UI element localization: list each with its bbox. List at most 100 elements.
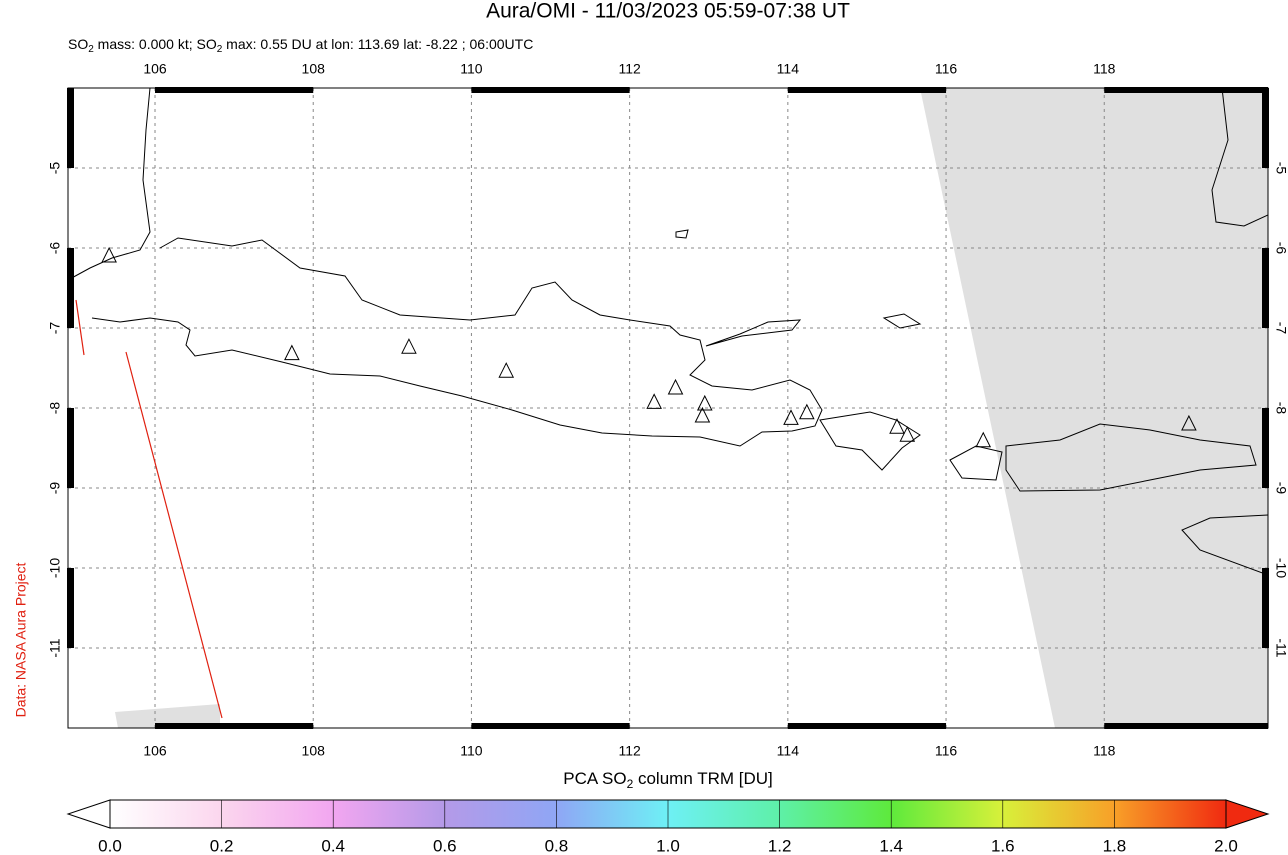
x-tick-label: 110 <box>460 743 483 759</box>
colorbar-label: PCA SO2 column TRM [DU] <box>563 769 773 791</box>
colorbar-tick-label: 0.0 <box>98 836 122 855</box>
colorbar-tick-label: 1.6 <box>991 836 1015 855</box>
title: Aura/OMI - 11/03/2023 05:59-07:38 UT <box>486 0 850 23</box>
x-tick-label: 118 <box>1093 743 1116 759</box>
colorbar-tick-label: 0.2 <box>210 836 234 855</box>
frame-bar <box>787 723 947 729</box>
coastline <box>819 411 921 471</box>
colorbar-label-part: PCA SO <box>563 769 626 788</box>
coastline <box>1211 88 1268 227</box>
coastline <box>882 313 922 329</box>
y-tick-label: -11 <box>1273 638 1288 657</box>
x-tick-label: 108 <box>302 61 326 77</box>
y-tick-label: -5 <box>1273 162 1288 175</box>
credit: Data: NASA Aura Project <box>13 562 29 717</box>
coastline <box>675 229 689 239</box>
y-tick-label: -10 <box>47 558 63 578</box>
volcano <box>401 338 417 354</box>
coastline <box>949 445 1003 481</box>
y-tick-label: -8 <box>47 402 63 415</box>
x-tick-label: 112 <box>618 61 641 77</box>
frame-bar <box>67 568 74 648</box>
y-tick-label: -11 <box>47 638 63 657</box>
no-data-region <box>115 704 220 728</box>
volcanoes <box>101 246 1197 448</box>
subtitle-sub: 2 <box>88 44 94 55</box>
frame-bar <box>1262 248 1269 328</box>
volcano <box>799 403 815 420</box>
subtitle-part: max: 0.55 DU at lon: 113.69 lat: -8.22 ;… <box>222 36 533 52</box>
frame-bar <box>471 723 630 729</box>
colorbar: 0.0 0.2 0.4 0.6 0.8 1.0 1.2 1.4 1.6 1.8 2.0 <box>66 799 1270 855</box>
frame-bar <box>67 408 74 488</box>
colorbar-under <box>66 799 111 829</box>
frame-bar <box>1104 87 1268 93</box>
volcano <box>783 409 799 425</box>
colorbar-tick-label: 2.0 <box>1214 836 1238 855</box>
subtitle: SO2 mass: 0.000 kt; SO2 max: 0.55 DU at … <box>68 36 533 55</box>
y-tick-label: -7 <box>1273 322 1288 335</box>
x-tick-label: 114 <box>777 743 800 759</box>
coastline <box>1181 514 1268 576</box>
y-tick-label: -7 <box>47 322 63 335</box>
subtitle-sub: 2 <box>217 44 223 55</box>
y-tick-label: -8 <box>1273 402 1288 415</box>
colorbar-tick-label: 1.0 <box>656 836 680 855</box>
colorbar-tick-label: 1.8 <box>1103 836 1127 855</box>
x-tick-label: 106 <box>143 61 167 77</box>
frame-bar <box>1262 88 1269 168</box>
frame-bar <box>67 88 74 168</box>
y-tick-label: -10 <box>1273 558 1288 578</box>
subtitle-part: SO <box>68 36 88 52</box>
coastline <box>68 88 151 281</box>
frame-bar <box>471 87 630 93</box>
grid <box>68 88 1268 728</box>
volcano <box>646 393 662 409</box>
x-tick-label: 108 <box>302 743 326 759</box>
x-tick-label: 110 <box>460 61 483 77</box>
volcano <box>975 431 992 448</box>
y-tick-label: -6 <box>47 242 63 255</box>
colorbar-over <box>1225 799 1270 829</box>
frame-bar <box>155 87 314 93</box>
swath-edge <box>125 351 223 719</box>
frame-bar <box>1262 408 1269 488</box>
coastline <box>705 319 802 347</box>
volcano <box>498 362 515 378</box>
map-axes: 106 106 108 108 110 110 112 112 114 114 116 116 118 1… <box>47 61 1288 759</box>
volcano <box>667 378 684 395</box>
coastline <box>1005 423 1257 492</box>
coastline <box>91 237 823 447</box>
y-tick-label: -9 <box>1273 482 1288 495</box>
y-tick-label: -5 <box>47 162 63 175</box>
map-frame <box>67 87 1269 729</box>
volcano <box>696 394 713 411</box>
x-tick-label: 112 <box>618 743 641 759</box>
frame-bar <box>67 248 74 328</box>
volcano <box>101 246 117 263</box>
frame-bar <box>155 723 314 729</box>
frame-bar <box>787 87 947 93</box>
x-tick-label: 118 <box>1093 61 1116 77</box>
x-tick-label: 106 <box>143 743 167 759</box>
colorbar-tick-label: 1.2 <box>768 836 792 855</box>
frame-bar <box>1262 568 1269 648</box>
y-tick-label: -6 <box>1273 242 1288 255</box>
swath-edge <box>75 299 85 356</box>
colorbar-label-part: column TRM [DU] <box>633 769 773 788</box>
x-tick-label: 116 <box>935 61 958 77</box>
volcano <box>694 406 711 423</box>
volcano <box>889 418 905 434</box>
map-area <box>68 88 1268 728</box>
colorbar-tick-label: 1.4 <box>879 836 903 855</box>
x-tick-label: 114 <box>777 61 800 77</box>
volcano <box>1181 414 1197 431</box>
colorbar-tick-label: 0.6 <box>433 836 457 855</box>
y-tick-label: -9 <box>47 482 63 495</box>
x-tick-label: 116 <box>935 743 958 759</box>
frame-bar <box>1104 723 1268 729</box>
subtitle-part: mass: 0.000 kt; SO <box>94 36 217 52</box>
volcano <box>899 426 916 442</box>
colorbar-tick-label: 0.4 <box>321 836 345 855</box>
